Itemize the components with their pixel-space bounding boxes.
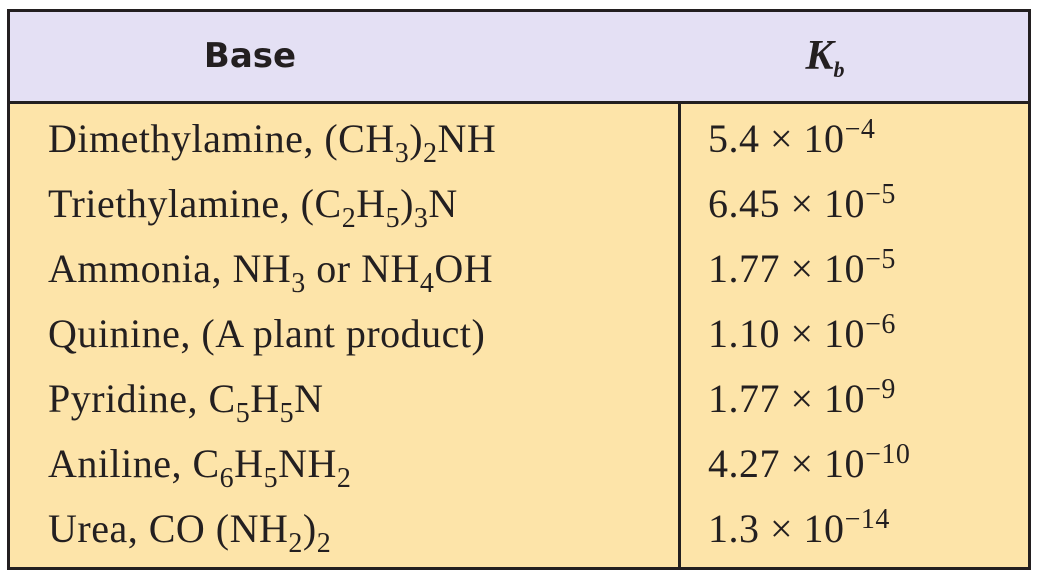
subscript: 4 <box>419 268 435 299</box>
text-segment: Aniline, C <box>48 441 220 486</box>
subscript: 3 <box>413 203 429 234</box>
column-divider <box>678 101 681 567</box>
header-kb: Kb <box>750 12 900 101</box>
text-segment: 1.77 × 10 <box>708 376 866 421</box>
text-segment: N <box>294 376 324 421</box>
subscript: 5 <box>385 203 401 234</box>
subscript: 6 <box>219 463 235 494</box>
kb-cell: 4.27 × 10−10 <box>708 431 910 496</box>
table-header: Base Kb <box>10 12 1028 104</box>
kb-cell: 5.4 × 10−4 <box>708 106 875 171</box>
superscript: −10 <box>865 439 911 470</box>
subscript: 5 <box>235 398 251 429</box>
subscript: 5 <box>279 398 295 429</box>
subscript: 2 <box>341 203 357 234</box>
kb-cell: 1.10 × 10−6 <box>708 301 896 366</box>
base-cell: Triethylamine, (C2H5)3N <box>48 171 458 236</box>
kb-cell: 1.77 × 10−9 <box>708 366 896 431</box>
text-segment: 1.3 × 10 <box>708 506 845 551</box>
text-segment: or NH <box>305 246 420 291</box>
text-segment: ) <box>400 181 414 226</box>
subscript: b <box>833 57 845 82</box>
kb-cell: 1.77 × 10−5 <box>708 236 896 301</box>
base-cell: Aniline, C6H5NH2 <box>48 431 351 496</box>
superscript: −6 <box>865 309 896 340</box>
text-segment: H <box>234 441 264 486</box>
base-cell: Pyridine, C5H5N <box>48 366 324 431</box>
subscript: 3 <box>394 138 410 169</box>
text-segment: ) <box>409 116 424 161</box>
subscript: 2 <box>423 138 438 169</box>
superscript: −4 <box>844 114 876 145</box>
superscript: −14 <box>844 504 890 535</box>
text-segment: Dimethylamine, (CH <box>48 116 395 161</box>
subscript: 2 <box>336 463 352 494</box>
base-cell: Urea, CO (NH2)2 <box>48 496 331 561</box>
text-segment: H <box>250 376 280 421</box>
superscript: −5 <box>865 244 896 275</box>
text-segment: Base <box>203 36 297 76</box>
subscript: 5 <box>263 463 279 494</box>
text-segment: 6.45 × 10 <box>708 181 866 226</box>
text-segment: K <box>805 33 834 79</box>
text-segment: Quinine, (A plant product) <box>48 311 486 356</box>
base-cell: Ammonia, NH3 or NH4OH <box>48 236 493 301</box>
table: Base Kb Dimethylamine, (CH3)2NH 5.4 × 10−… <box>7 9 1031 570</box>
text-segment: 5.4 × 10 <box>708 116 845 161</box>
superscript: −9 <box>865 374 896 405</box>
text-segment: N <box>428 181 458 226</box>
subscript: 2 <box>288 528 303 559</box>
text-segment: 1.77 × 10 <box>708 246 866 291</box>
text-segment: Triethylamine, (C <box>48 181 342 226</box>
superscript: −5 <box>865 179 896 210</box>
text-segment: H <box>356 181 386 226</box>
text-segment: OH <box>434 246 494 291</box>
text-segment: NH <box>437 116 497 161</box>
header-base: Base <box>10 12 490 101</box>
kb-cell: 1.3 × 10−14 <box>708 496 890 561</box>
text-segment: Ammonia, NH <box>48 246 292 291</box>
text-segment: NH <box>278 441 337 486</box>
kb-cell: 6.45 × 10−5 <box>708 171 896 236</box>
text-segment: 4.27 × 10 <box>708 441 866 486</box>
text-segment: Pyridine, C <box>48 376 236 421</box>
subscript: 2 <box>316 528 332 559</box>
text-segment: ) <box>302 506 317 551</box>
text-segment: Urea, CO (NH <box>48 506 289 551</box>
base-cell: Dimethylamine, (CH3)2NH <box>48 106 496 171</box>
subscript: 3 <box>291 268 306 299</box>
text-segment: 1.10 × 10 <box>708 311 866 356</box>
base-cell: Quinine, (A plant product) <box>48 301 485 366</box>
